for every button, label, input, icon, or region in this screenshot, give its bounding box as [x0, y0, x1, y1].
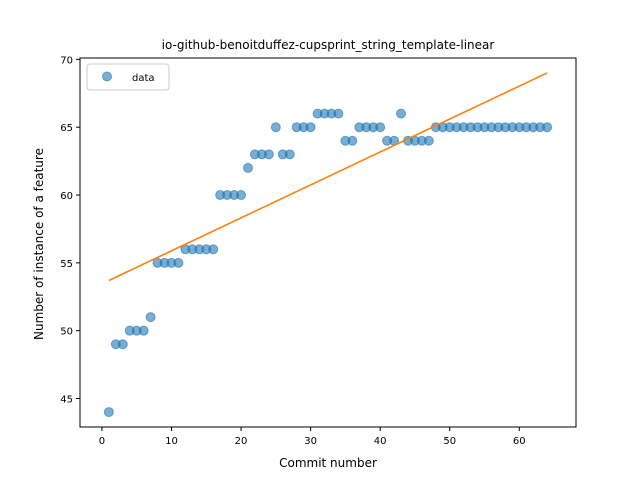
y-axis-title: Number of instance of a feature	[32, 148, 46, 340]
y-tick-label: 70	[60, 55, 73, 66]
data-point	[284, 149, 295, 160]
data-point	[145, 312, 156, 323]
data-point	[542, 122, 553, 133]
data-point	[423, 135, 434, 146]
data-point	[270, 122, 281, 133]
y-tick-label: 55	[60, 259, 73, 270]
legend-frame	[86, 63, 170, 91]
x-tick-label: 20	[235, 436, 248, 447]
data-point	[117, 339, 128, 350]
data-point	[263, 149, 274, 160]
legend: data	[86, 63, 170, 91]
axes-frame	[79, 57, 577, 428]
fit-line	[108, 72, 548, 282]
data-point	[347, 135, 358, 146]
data-point	[103, 407, 114, 418]
data-point	[173, 257, 184, 268]
legend-label: data	[132, 73, 155, 84]
y-tick-label: 45	[60, 395, 73, 406]
data-point	[243, 162, 253, 173]
data-point	[375, 122, 386, 133]
chart-title: io-github-benoitduffez-cupsprint_string_…	[162, 38, 495, 52]
y-tick-label: 65	[60, 123, 73, 134]
y-tick-label: 60	[60, 191, 73, 202]
legend-marker	[102, 71, 112, 82]
x-tick-label: 40	[374, 436, 387, 447]
data-point	[396, 108, 407, 119]
x-tick-label: 50	[443, 436, 456, 447]
y-tick-label: 50	[60, 327, 73, 338]
data-point	[333, 108, 344, 119]
data-point	[138, 325, 149, 336]
axes: 0 10 20 30 40 50 60 45 50 55 60 65 70	[60, 55, 577, 447]
plot-area	[103, 72, 553, 418]
x-tick-label: 60	[513, 436, 526, 447]
x-tick-label: 10	[165, 436, 178, 447]
x-axis-title: Commit number	[279, 456, 377, 470]
x-tick-label: 0	[99, 436, 105, 447]
data-point	[305, 122, 316, 133]
data-point	[208, 244, 219, 255]
x-tick-label: 30	[304, 436, 317, 447]
data-point	[236, 190, 247, 201]
